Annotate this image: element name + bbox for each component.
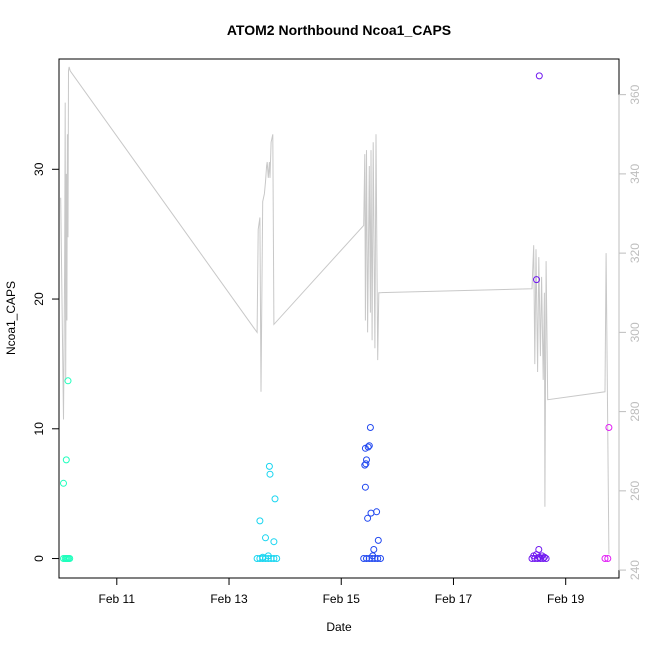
y-tick-label: 0: [32, 555, 46, 562]
data-point: [366, 424, 374, 431]
y2-tick-label: 300: [628, 322, 642, 342]
data-point: [266, 470, 274, 478]
data-point: [604, 555, 612, 562]
y2-tick-label: 240: [628, 560, 642, 580]
x-tick-label: Feb 17: [435, 592, 473, 606]
data-point: [259, 553, 267, 561]
data-point: [256, 517, 264, 525]
x-axis-label: Date: [326, 620, 352, 634]
data-point: [535, 72, 543, 80]
data-point: [367, 509, 375, 517]
x-tick-label: Feb 19: [547, 592, 585, 606]
data-point: [377, 555, 384, 562]
x-axis: Feb 11 Feb 13 Feb 15 Feb 17 Feb 19: [99, 577, 585, 606]
data-point: [60, 479, 67, 487]
data-point: [270, 555, 278, 562]
data-point: [365, 442, 373, 450]
y-axis-left: 0 10 20 30: [32, 162, 60, 562]
data-point: [62, 456, 70, 464]
data-point: [369, 552, 377, 560]
y-axis-right: 240 260 280 300 320 340 360: [618, 84, 642, 580]
x-tick-label: Feb 15: [323, 592, 361, 606]
x-tick-label: Feb 11: [99, 592, 136, 606]
data-point: [64, 377, 72, 385]
data-point: [540, 553, 548, 561]
data-point: [361, 483, 369, 491]
data-point: [374, 536, 382, 544]
data-point: [373, 508, 381, 516]
data-point: [364, 514, 372, 522]
y2-tick-label: 280: [628, 401, 642, 421]
series-line: [60, 66, 610, 555]
series-line-layer: [60, 66, 610, 555]
y-tick-label: 20: [32, 292, 46, 306]
y2-tick-label: 340: [628, 164, 642, 184]
data-point: [361, 461, 369, 469]
data-point: [265, 462, 273, 470]
data-point: [533, 276, 540, 284]
x-tick-label: Feb 13: [210, 592, 248, 606]
data-point: [364, 443, 372, 451]
series-points-layer: [60, 72, 613, 562]
data-point: [66, 555, 74, 562]
chart-title: ATOM2 Northbound Ncoa1_CAPS: [227, 22, 451, 38]
y-tick-label: 30: [32, 162, 46, 176]
data-point: [270, 538, 278, 546]
data-point: [271, 495, 279, 503]
data-point: [262, 534, 269, 542]
data-point: [601, 555, 609, 562]
data-point: [605, 424, 613, 431]
data-point: [273, 555, 281, 562]
y-axis-label: Ncoa1_CAPS: [4, 281, 18, 355]
y2-tick-label: 320: [628, 243, 642, 263]
y2-tick-label: 260: [628, 481, 642, 501]
data-point: [362, 460, 370, 468]
data-point: [370, 546, 378, 553]
data-point: [535, 546, 543, 553]
y-tick-label: 10: [32, 422, 46, 436]
y2-tick-label: 360: [628, 84, 642, 104]
